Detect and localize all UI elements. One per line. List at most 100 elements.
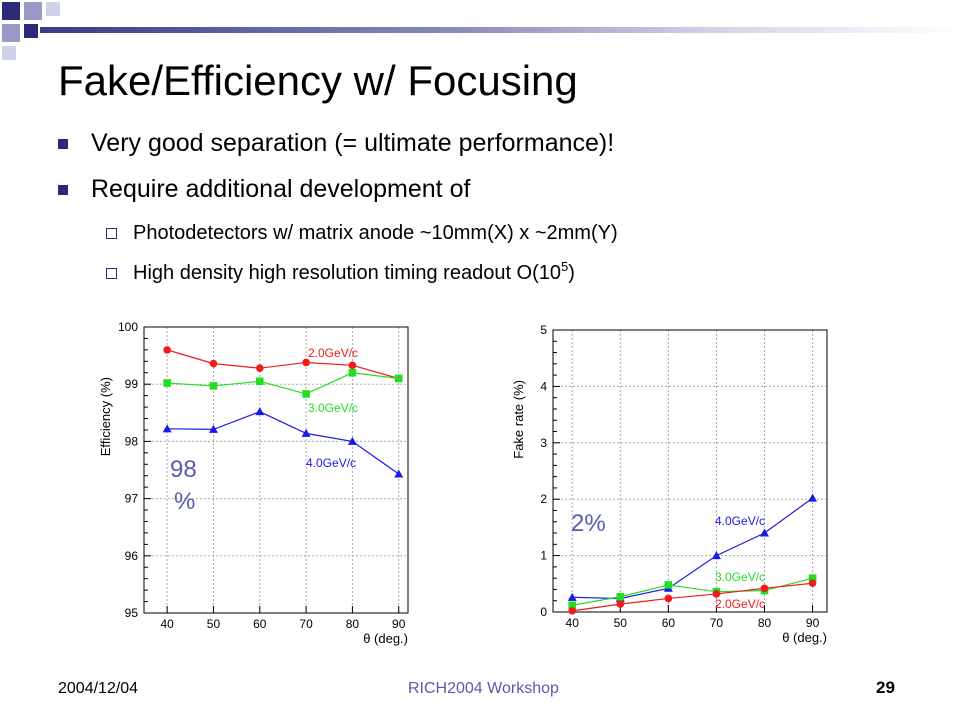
series-label: 2.0GeV/c <box>715 597 765 611</box>
hollow-square-bullet-icon <box>106 228 117 239</box>
data-point <box>347 436 357 445</box>
y-axis-label: Fake rate (%) <box>511 380 526 459</box>
footer-event: RICH2004 Workshop <box>408 680 559 697</box>
data-point <box>808 493 818 502</box>
y-axis-label: Efficiency (%) <box>98 377 113 456</box>
bullet-text: Require additional development of <box>91 175 471 203</box>
x-tick-label: 60 <box>662 616 676 630</box>
corner-square-5 <box>24 24 38 38</box>
data-point <box>163 346 171 354</box>
hollow-square-bullet-icon <box>106 268 117 279</box>
x-tick-label: 70 <box>710 616 724 630</box>
y-tick-label: 4 <box>540 379 547 393</box>
data-point <box>808 579 817 588</box>
series-label: 3.0GeV/c <box>308 401 358 415</box>
y-tick-label: 98 <box>125 434 139 448</box>
data-point <box>568 607 577 615</box>
data-point <box>664 581 673 589</box>
annotation-text: 2% <box>571 510 606 537</box>
series-line <box>167 372 399 395</box>
data-point <box>712 590 721 598</box>
annotation-text: 98 <box>170 456 197 483</box>
x-tick-label: 80 <box>758 616 772 630</box>
x-tick-label: 90 <box>806 616 820 630</box>
square-bullet-icon <box>58 185 68 195</box>
sub-bullet-text-main: High density high resolution timing read… <box>133 262 562 284</box>
data-point <box>567 592 577 601</box>
data-point <box>568 601 577 610</box>
plot-frame <box>143 326 409 614</box>
data-point <box>163 379 171 387</box>
series-line <box>572 497 813 600</box>
data-point <box>255 377 264 386</box>
x-tick-label: 90 <box>392 617 406 631</box>
x-tick-label: 80 <box>346 617 360 631</box>
data-point <box>616 592 625 601</box>
y-tick-label: 95 <box>125 606 139 620</box>
corner-square-2 <box>24 2 42 20</box>
y-tick-label: 99 <box>125 377 139 391</box>
data-point <box>394 469 404 478</box>
x-axis-label: θ (deg.) <box>782 630 827 645</box>
data-point <box>348 368 357 377</box>
series-label: 2.0GeV/c <box>308 346 358 360</box>
x-tick-label: 50 <box>207 617 221 631</box>
data-point <box>301 428 311 437</box>
data-point <box>616 600 625 608</box>
data-point <box>711 551 721 560</box>
y-tick-label: 0 <box>540 605 547 619</box>
efficiency-chart-svg: 40 50 60 70 80 90 95 96 97 98 99 100 θ (deg.) Efficie… <box>98 320 409 646</box>
efficiency-chart: 40 50 60 70 80 90 95 96 97 98 99 100 θ (deg.) Efficie… <box>92 315 422 660</box>
y-tick-label: 1 <box>540 549 547 563</box>
slide-title: Fake/Efficiency w/ Focusing <box>58 57 578 104</box>
x-tick-label: 40 <box>160 617 174 631</box>
data-point <box>348 361 357 370</box>
data-point <box>760 528 770 537</box>
x-tick-label: 50 <box>614 616 628 630</box>
y-tick-label: 100 <box>118 320 138 334</box>
series-label: 4.0GeV/c <box>715 514 765 528</box>
x-axis-label: θ (deg.) <box>363 631 408 646</box>
corner-square-3 <box>46 2 60 16</box>
superscript-exponent: 5 <box>561 259 569 274</box>
data-point <box>760 584 769 593</box>
data-point <box>394 374 403 383</box>
square-bullet-icon <box>58 139 68 149</box>
series-line <box>166 349 399 380</box>
data-point <box>808 574 817 582</box>
plot-frame <box>552 329 828 613</box>
y-tick-label: 3 <box>540 436 547 450</box>
y-tick-label: 96 <box>125 549 139 563</box>
corner-square-4 <box>2 24 20 42</box>
data-point <box>209 359 218 368</box>
sub-bullet-text: High density high resolution timing read… <box>133 260 575 286</box>
series-label: 3.0GeV/c <box>715 570 765 584</box>
y-tick-label: 2 <box>540 492 547 506</box>
y-tick-label: 5 <box>540 323 547 337</box>
title-decoration-bar <box>40 27 960 33</box>
fake-rate-chart-svg: 40 50 60 70 80 90 0 1 2 3 4 5 θ (deg.) Fake rate (%) 4… <box>511 323 828 645</box>
data-point <box>208 424 218 433</box>
data-point <box>302 390 310 398</box>
data-point <box>302 358 310 367</box>
annotation-text: % <box>174 488 195 515</box>
data-point <box>255 364 264 372</box>
series-line <box>167 411 400 475</box>
bullet-text: Very good separation (= ultimate perform… <box>91 129 615 157</box>
data-point <box>664 594 673 603</box>
data-point <box>162 424 172 433</box>
x-tick-label: 60 <box>253 617 267 631</box>
page-number: 29 <box>876 678 895 697</box>
series-line <box>572 582 813 612</box>
corner-square-6 <box>2 46 16 60</box>
y-tick-label: 97 <box>125 492 139 506</box>
series-line <box>572 577 813 606</box>
data-point <box>209 382 218 390</box>
x-tick-label: 40 <box>566 616 580 630</box>
sub-bullet-text-end: ) <box>568 262 575 284</box>
footer-date: 2004/12/04 <box>58 680 139 697</box>
series-label: 4.0GeV/c <box>306 456 356 470</box>
corner-square-1 <box>2 2 20 20</box>
data-point <box>255 407 265 416</box>
x-tick-label: 70 <box>299 617 313 631</box>
